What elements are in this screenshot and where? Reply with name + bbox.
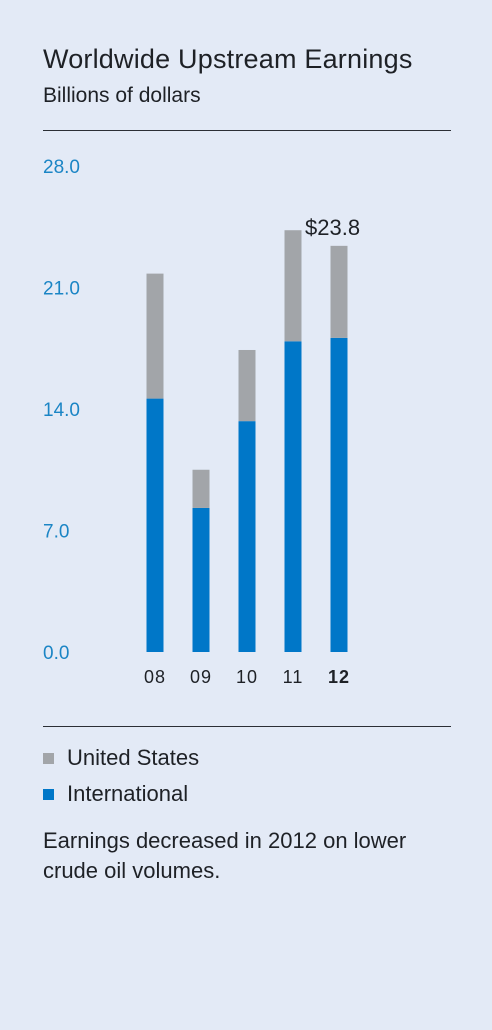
bar-international-09 xyxy=(192,507,210,652)
bar-international-12 xyxy=(330,337,348,652)
bar-us-12 xyxy=(330,245,348,338)
y-tick-label: 21.0 xyxy=(43,279,80,300)
bar-international-11 xyxy=(284,341,302,652)
bar-international-08 xyxy=(146,398,164,652)
legend-swatch-us xyxy=(43,752,54,764)
y-tick-label: 7.0 xyxy=(43,522,69,543)
legend-item-international: International xyxy=(43,776,199,812)
legend-item-us: United States xyxy=(43,740,199,776)
bar-international-10 xyxy=(238,421,256,652)
bar-us-08 xyxy=(146,273,164,399)
bar-us-10 xyxy=(238,349,256,422)
top-divider xyxy=(43,130,451,131)
y-tick-label: 0.0 xyxy=(43,643,69,664)
bottom-divider xyxy=(43,726,451,727)
bar-us-11 xyxy=(284,230,302,342)
legend-label-us: United States xyxy=(67,745,200,770)
chart-subtitle: Billions of dollars xyxy=(43,84,201,107)
legend-label-international: International xyxy=(67,781,189,806)
x-tick-label: 11 xyxy=(283,667,304,687)
x-tick-label: 09 xyxy=(190,667,212,687)
y-tick-label: 28.0 xyxy=(43,157,80,178)
bar-us-09 xyxy=(192,469,210,508)
stacked-bar-chart: 0.0 7.0 14.0 21.0 28.0 08 09 10 11 $23.8 12 xyxy=(43,157,360,687)
x-tick-label: 08 xyxy=(144,667,166,687)
x-tick-label: 12 xyxy=(328,667,350,687)
chart-caption: Earnings decreased in 2012 on lower crud… xyxy=(43,828,407,883)
x-tick-label: 10 xyxy=(236,667,258,687)
chart-title: Worldwide Upstream Earnings xyxy=(43,44,413,74)
chart-legend: United States International xyxy=(43,740,199,812)
y-tick-label: 14.0 xyxy=(43,400,80,421)
total-annotation: $23.8 xyxy=(305,215,360,240)
legend-swatch-international xyxy=(43,788,54,800)
